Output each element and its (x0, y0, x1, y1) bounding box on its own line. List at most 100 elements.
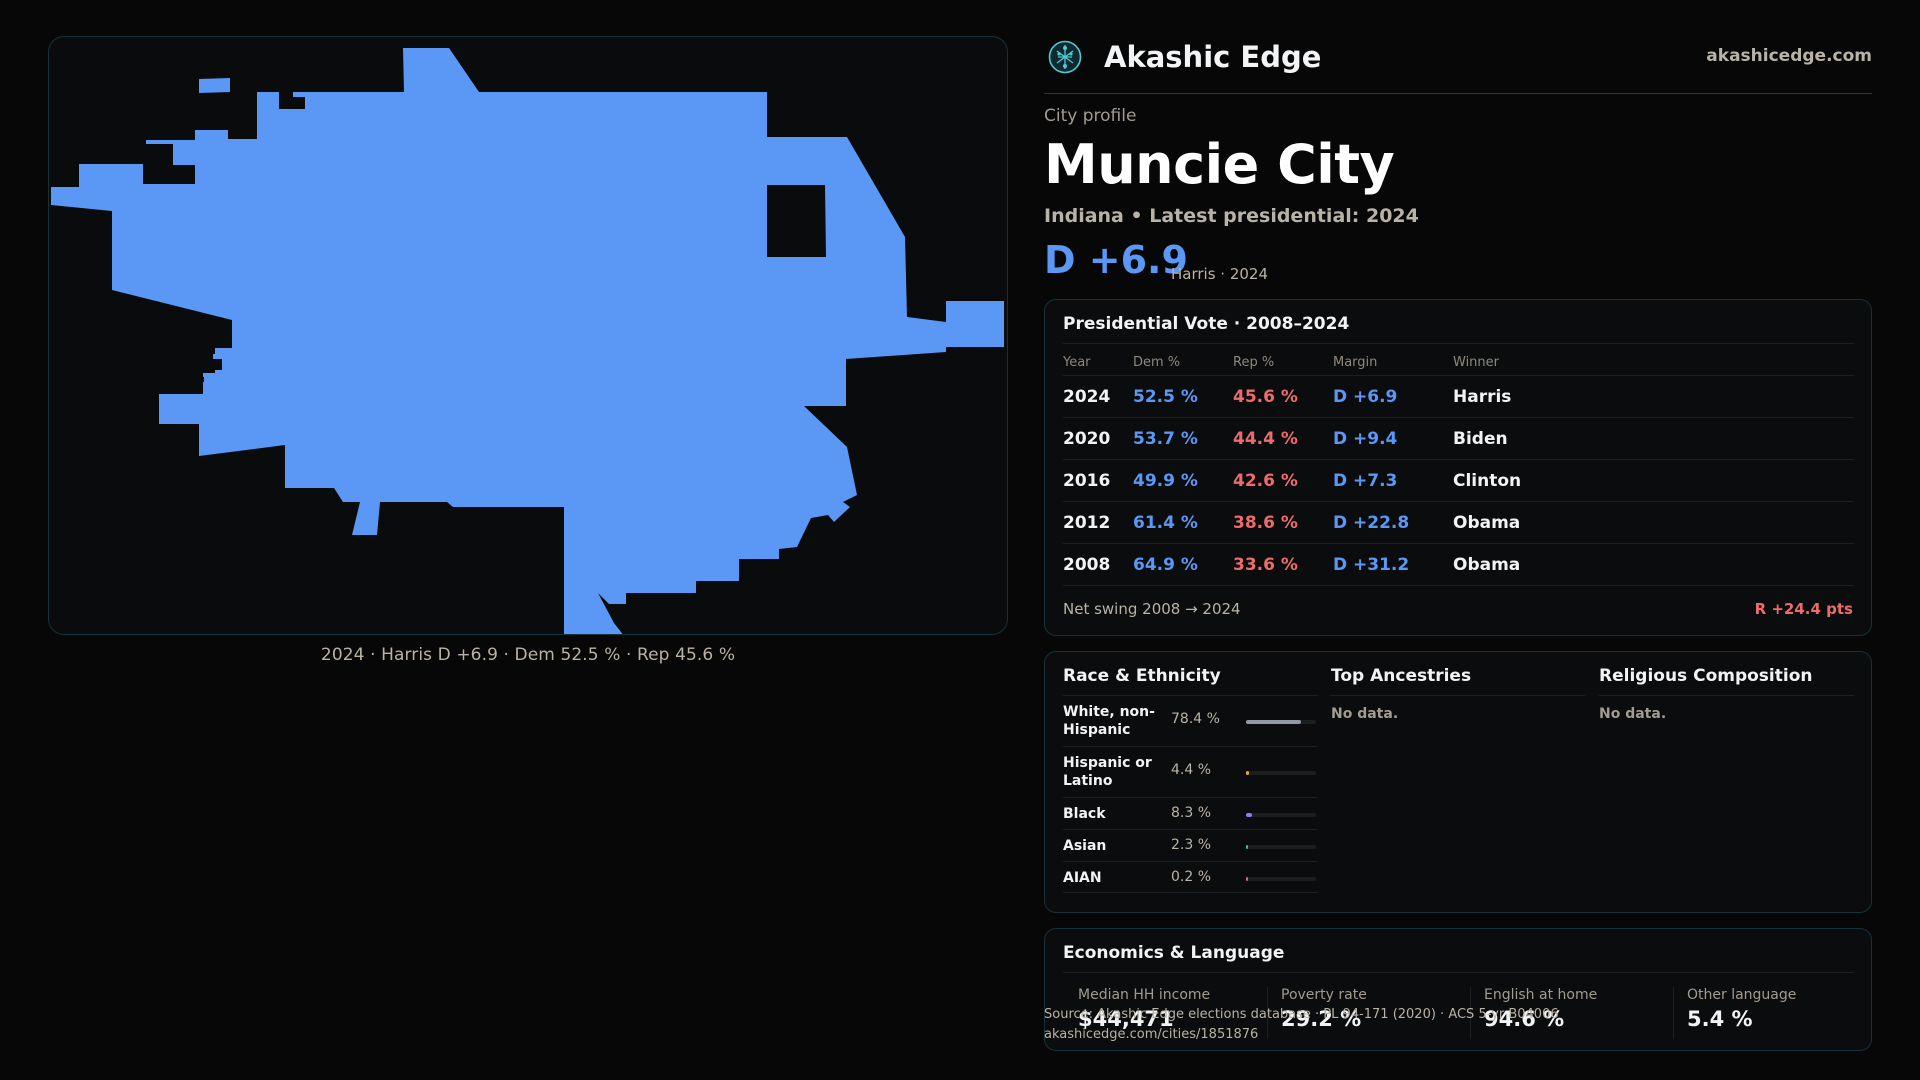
vote-table-header: Year Dem % Rep % Margin Winner (1063, 350, 1853, 376)
divider (1267, 987, 1268, 1039)
cell-year: 2024 (1063, 387, 1111, 407)
religion-section: Religious Composition No data. (1599, 666, 1854, 722)
source-footer: Source: Akashic Edge elections database … (1044, 1005, 1559, 1045)
page-eyebrow: City profile (1044, 106, 1137, 126)
divider (1470, 987, 1471, 1039)
source-text: Source: Akashic Edge elections database … (1044, 1007, 1559, 1022)
stat-label: English at home (1484, 987, 1598, 1003)
brand-url-link[interactable]: akashicedge.com (1706, 46, 1872, 66)
net-swing-label: Net swing 2008 → 2024 (1063, 600, 1241, 618)
cell-year: 2008 (1063, 555, 1111, 575)
cell-margin: D +9.4 (1333, 429, 1398, 449)
source-link[interactable]: akashicedge.com/cities/1851876 (1044, 1027, 1259, 1042)
race-name: Hispanic or Latino (1063, 755, 1152, 789)
divider (1673, 987, 1674, 1039)
race-pct: 4.4 % (1171, 762, 1212, 778)
race-bar-fill (1246, 813, 1252, 817)
cell-dem: 61.4 % (1133, 513, 1198, 533)
list-item: Hispanic or Latino 4.4 % (1063, 747, 1317, 798)
cell-margin: D +31.2 (1333, 555, 1410, 575)
economics-title: Economics & Language (1063, 943, 1285, 963)
cell-year: 2016 (1063, 471, 1111, 491)
race-ethnicity-section: Race & Ethnicity White, non-Hispanic 78.… (1063, 666, 1317, 893)
religion-title: Religious Composition (1599, 666, 1854, 696)
race-pct: 8.3 % (1171, 805, 1212, 821)
race-name: Asian (1063, 838, 1107, 854)
race-pct: 0.2 % (1171, 869, 1212, 885)
net-swing-value: R +24.4 pts (1754, 600, 1853, 618)
table-row: 2008 64.9 % 33.6 % D +31.2 Obama (1063, 544, 1853, 586)
page-subtitle: Indiana • Latest presidential: 2024 (1044, 205, 1419, 227)
race-bar (1246, 771, 1316, 775)
race-bar (1246, 877, 1316, 881)
cell-rep: 45.6 % (1233, 387, 1298, 407)
cell-dem: 49.9 % (1133, 471, 1198, 491)
net-swing-row: Net swing 2008 → 2024 R +24.4 pts (1063, 600, 1853, 618)
cell-winner: Obama (1453, 555, 1521, 575)
map-caption: 2024 · Harris D +6.9 · Dem 52.5 % · Rep … (320, 645, 736, 665)
stat-value: 94.6 % (1484, 1007, 1565, 1031)
list-item: Asian 2.3 % (1063, 830, 1317, 862)
ancestries-empty: No data. (1331, 706, 1399, 722)
stat-label: Poverty rate (1281, 987, 1367, 1003)
table-row: 2020 53.7 % 44.4 % D +9.4 Biden (1063, 418, 1853, 460)
table-row: 2016 49.9 % 42.6 % D +7.3 Clinton (1063, 460, 1853, 502)
cell-rep: 33.6 % (1233, 555, 1298, 575)
list-item: AIAN 0.2 % (1063, 862, 1317, 893)
stat-value: 29.2 % (1281, 1007, 1362, 1031)
presidential-vote-card: Presidential Vote · 2008–2024 Year Dem %… (1044, 299, 1872, 636)
header-winner: Winner (1453, 355, 1500, 370)
stat-value: $44,471 (1078, 1007, 1174, 1031)
cell-year: 2012 (1063, 513, 1111, 533)
cell-year: 2020 (1063, 429, 1111, 449)
city-boundary-map (48, 36, 1008, 635)
cell-winner: Clinton (1453, 471, 1522, 491)
cell-dem: 53.7 % (1133, 429, 1198, 449)
cell-dem: 64.9 % (1133, 555, 1198, 575)
cell-rep: 38.6 % (1233, 513, 1298, 533)
race-bar (1246, 813, 1316, 817)
header-rep: Rep % (1233, 355, 1275, 370)
cell-rep: 42.6 % (1233, 471, 1298, 491)
list-item: White, non-Hispanic 78.4 % (1063, 696, 1317, 747)
cell-margin: D +6.9 (1333, 387, 1398, 407)
stat-value: 5.4 % (1687, 1007, 1753, 1031)
stat-label: Median HH income (1078, 987, 1211, 1003)
stat-median-income: Median HH income $44,471 (1078, 987, 1268, 1041)
cell-dem: 52.5 % (1133, 387, 1198, 407)
cell-margin: D +7.3 (1333, 471, 1398, 491)
tree-of-life-icon (1048, 40, 1082, 74)
stat-other-language: Other language 5.4 % (1687, 987, 1877, 1041)
brand-name: Akashic Edge (1104, 40, 1322, 74)
stat-label: Other language (1687, 987, 1797, 1003)
race-ethnicity-title: Race & Ethnicity (1063, 666, 1317, 696)
race-pct: 2.3 % (1171, 837, 1212, 853)
cell-winner: Obama (1453, 513, 1521, 533)
race-name: White, non-Hispanic (1063, 704, 1155, 738)
page-title: Muncie City (1044, 133, 1395, 196)
race-bar-fill (1246, 877, 1248, 881)
header-year: Year (1063, 355, 1091, 370)
brand-header: Akashic Edge akashicedge.com (1044, 38, 1872, 94)
cell-winner: Biden (1453, 429, 1508, 449)
race-bar-fill (1246, 771, 1249, 775)
race-bar (1246, 845, 1316, 849)
latest-margin-note: Harris · 2024 (1171, 265, 1269, 283)
list-item: Black 8.3 % (1063, 798, 1317, 830)
table-row: 2012 61.4 % 38.6 % D +22.8 Obama (1063, 502, 1853, 544)
economics-card: Economics & Language Median HH income $4… (1044, 928, 1872, 1051)
race-bar-fill (1246, 845, 1248, 849)
header-margin: Margin (1333, 355, 1378, 370)
cell-rep: 44.4 % (1233, 429, 1298, 449)
ancestries-section: Top Ancestries No data. (1331, 666, 1585, 722)
race-bar-fill (1246, 720, 1301, 724)
race-pct: 78.4 % (1171, 711, 1220, 727)
cell-margin: D +22.8 (1333, 513, 1410, 533)
demographics-card: Race & Ethnicity White, non-Hispanic 78.… (1044, 651, 1872, 913)
table-row: 2024 52.5 % 45.6 % D +6.9 Harris (1063, 376, 1853, 418)
stat-english-at-home: English at home 94.6 % (1484, 987, 1674, 1041)
race-name: Black (1063, 806, 1106, 822)
cell-winner: Harris (1453, 387, 1512, 407)
religion-empty: No data. (1599, 706, 1667, 722)
city-boundary-shape (51, 48, 1004, 634)
